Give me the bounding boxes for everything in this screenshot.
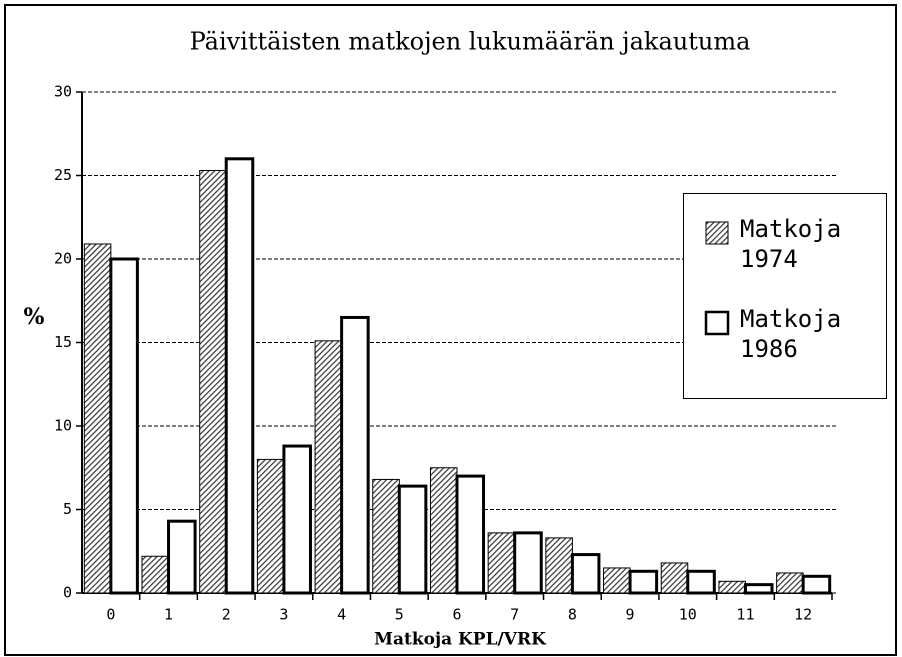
y-tick-label: 30 bbox=[54, 83, 72, 101]
y-tick-label: 15 bbox=[54, 333, 72, 351]
bar bbox=[83, 243, 112, 594]
x-tick-label: 6 bbox=[452, 606, 461, 624]
y-tick-label: 20 bbox=[54, 250, 72, 268]
bar bbox=[487, 532, 516, 594]
legend: Matkoja 1974 Matkoja 1986 bbox=[683, 193, 887, 399]
legend-swatch-box bbox=[704, 310, 730, 336]
x-tick-label: 8 bbox=[568, 606, 577, 624]
legend-swatch bbox=[705, 221, 729, 245]
bar bbox=[256, 458, 285, 594]
bar bbox=[109, 257, 139, 595]
x-tick-label: 4 bbox=[337, 606, 346, 624]
bar bbox=[224, 157, 255, 595]
y-tick-label: 25 bbox=[54, 166, 72, 184]
chart-title: Päivittäisten matkojen lukumäärän jakaut… bbox=[190, 28, 751, 56]
y-tick-label: 0 bbox=[63, 584, 72, 602]
x-tick-label: 3 bbox=[279, 606, 288, 624]
bar bbox=[429, 467, 458, 594]
x-tick-label: 7 bbox=[510, 606, 519, 624]
bar bbox=[167, 519, 197, 595]
y-tick-label: 5 bbox=[63, 500, 72, 518]
bar bbox=[199, 169, 227, 594]
bar bbox=[686, 569, 716, 595]
bar bbox=[545, 537, 573, 594]
bar bbox=[141, 555, 170, 594]
y-tick-label: 10 bbox=[54, 417, 72, 435]
bar bbox=[282, 444, 312, 595]
legend-item: Matkoja 1974 bbox=[704, 214, 850, 274]
x-tick-label: 5 bbox=[395, 606, 404, 624]
bar bbox=[603, 567, 631, 594]
x-axis-label: Matkoja KPL/VRK bbox=[374, 630, 547, 650]
x-tick-label: 11 bbox=[736, 606, 754, 624]
legend-item: Matkoja 1986 bbox=[704, 304, 850, 364]
bar bbox=[372, 478, 400, 594]
bar bbox=[743, 583, 774, 595]
bar bbox=[397, 484, 428, 595]
bar bbox=[660, 562, 689, 594]
legend-label: Matkoja 1986 bbox=[740, 305, 842, 363]
bar bbox=[718, 580, 746, 594]
legend-label: Matkoja 1974 bbox=[740, 215, 842, 273]
x-tick-label: 10 bbox=[679, 606, 697, 624]
x-tick-label: 1 bbox=[164, 606, 173, 624]
bar bbox=[801, 574, 832, 595]
legend-swatch-box bbox=[705, 221, 729, 245]
bar bbox=[455, 474, 486, 595]
bar bbox=[513, 531, 543, 595]
bar bbox=[776, 572, 804, 594]
bar bbox=[570, 553, 601, 595]
x-tick-label: 0 bbox=[106, 606, 115, 624]
bar bbox=[628, 569, 659, 595]
x-tick-label: 12 bbox=[794, 606, 812, 624]
frame bbox=[4, 4, 897, 656]
x-tick-label: 9 bbox=[626, 606, 635, 624]
bar bbox=[340, 315, 370, 595]
x-tick-label: 2 bbox=[222, 606, 231, 624]
y-axis-label: % bbox=[24, 304, 45, 330]
bar bbox=[314, 340, 343, 594]
legend-swatch bbox=[704, 310, 730, 336]
